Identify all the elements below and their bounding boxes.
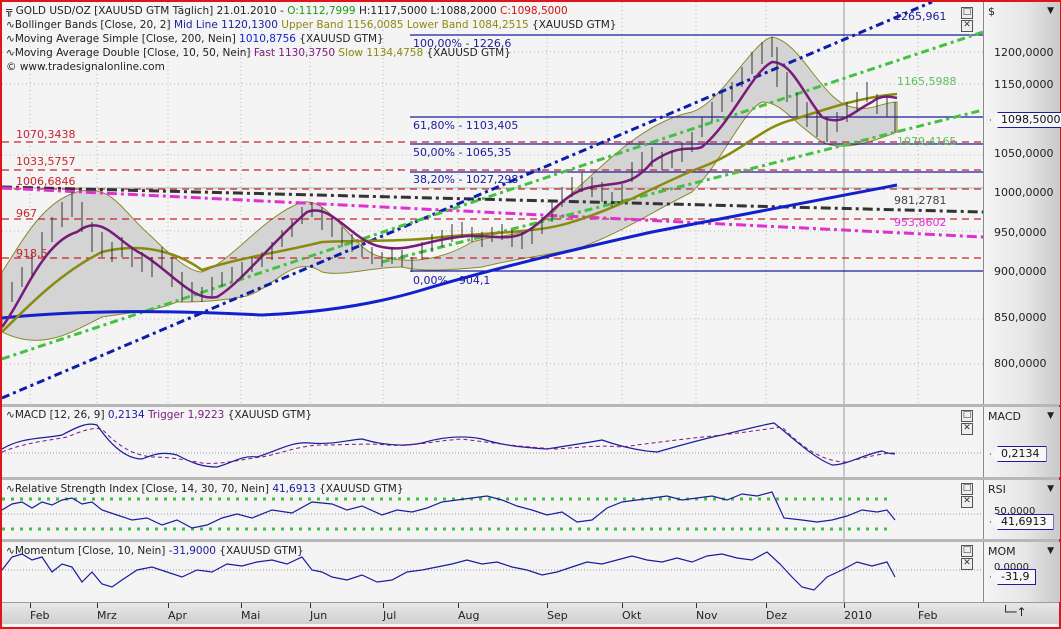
month-label: Dez — [766, 603, 788, 622]
dropdown-arrow-icon[interactable]: ▼ — [1047, 484, 1054, 494]
copyright: © www.tradesignalonline.com — [6, 61, 165, 73]
fib-50-label: 50,00% - 1065,35 — [413, 146, 512, 159]
price-tick: 1000,0000 — [994, 186, 1054, 199]
level-1033-label: 1033,5757 — [16, 155, 76, 168]
indicator-wave-icon: ∿ — [6, 47, 15, 59]
magenta-trend-label: 953,8602 — [894, 216, 947, 229]
candle-icon: ╦ — [6, 5, 16, 17]
pane-separator[interactable] — [2, 477, 1059, 480]
channel-top-label: 1265,961 — [894, 10, 947, 23]
scale-corner-icon[interactable]: └─↑ — [1002, 605, 1027, 619]
price-tick: 850,0000 — [994, 311, 1047, 324]
month-label: Okt — [622, 603, 642, 622]
month-label: Mai — [241, 603, 261, 622]
dma-legend[interactable]: ∿Moving Average Double [Close, 10, 50, N… — [6, 47, 511, 59]
rsi-axis-title: RSI — [988, 483, 1006, 496]
level-1070-label: 1070,3438 — [16, 128, 76, 141]
maximize-icon[interactable]: □ — [961, 7, 973, 19]
currency-label: $ — [988, 5, 995, 18]
momentum-axis[interactable]: MOM ▼ 0,0000 -31,9 — [983, 542, 1060, 602]
green-lower-label: 1079,4165 — [897, 135, 957, 148]
bollinger-legend[interactable]: ∿Bollinger Bands [Close, 20, 2] Mid Line… — [6, 19, 617, 31]
maximize-icon[interactable]: □ — [961, 410, 973, 422]
momentum-axis-title: MOM — [988, 545, 1016, 558]
month-label: Mrz — [97, 603, 117, 622]
pane-controls: □✕ — [960, 6, 983, 32]
indicator-wave-icon: ∿ — [6, 19, 15, 31]
macd-axis-title: MACD — [988, 410, 1021, 423]
dropdown-arrow-icon[interactable]: ▼ — [1047, 546, 1054, 556]
close-icon[interactable]: ✕ — [961, 496, 973, 508]
green-upper-label: 1165,5988 — [897, 75, 957, 88]
maximize-icon[interactable]: □ — [961, 545, 973, 557]
macd-plot — [2, 407, 983, 477]
price-tick: 1200,0000 — [994, 46, 1054, 59]
symbol-line[interactable]: ╦ GOLD USD/OZ [XAUUSD GTM Täglich] 21.01… — [6, 5, 568, 17]
price-tick: 1150,0000 — [994, 78, 1054, 91]
month-label: Nov — [696, 603, 718, 622]
maximize-icon[interactable]: □ — [961, 483, 973, 495]
close-icon[interactable]: ✕ — [961, 20, 973, 32]
momentum-pane[interactable]: ∿Momentum [Close, 10, Nein] -31,9000 {XA… — [2, 542, 983, 602]
pane-controls: □✕ — [960, 544, 983, 570]
rsi-plot — [2, 480, 983, 539]
month-label: Jul — [383, 603, 397, 622]
month-label: Apr — [168, 603, 188, 622]
price-plot — [2, 2, 983, 405]
close-icon[interactable]: ✕ — [961, 423, 973, 435]
momentum-legend[interactable]: ∿Momentum [Close, 10, Nein] -31,9000 {XA… — [6, 545, 304, 557]
fib-100-label: 100,00% - 1226,6 — [413, 37, 512, 50]
dropdown-arrow-icon[interactable]: ▼ — [1047, 6, 1054, 16]
macd-value-tag: 0,2134 — [990, 446, 1047, 462]
level-918-label: 918,5 — [16, 247, 48, 260]
momentum-plot — [2, 542, 983, 602]
price-axis[interactable]: $ ▼ 1200,0000 1150,0000 1098,5000 1050,0… — [983, 2, 1061, 405]
rsi-legend[interactable]: ∿Relative Strength Index [Close, 14, 30,… — [6, 483, 404, 495]
indicator-wave-icon: ∿ — [6, 483, 15, 495]
month-label: Feb — [918, 603, 938, 622]
price-tick: 800,0000 — [994, 357, 1047, 370]
close-icon[interactable]: ✕ — [961, 558, 973, 570]
fib-382-label: 38,20% - 1027,298 — [413, 173, 519, 186]
fib-0-label: 0,00% - 904,1 — [413, 274, 491, 287]
price-pane[interactable]: ╦ GOLD USD/OZ [XAUUSD GTM Täglich] 21.01… — [2, 2, 983, 405]
rsi-pane[interactable]: ∿Relative Strength Index [Close, 14, 30,… — [2, 480, 983, 539]
month-label: Jun — [310, 603, 328, 622]
last-price-tag: 1098,5000 — [990, 112, 1061, 128]
macd-axis[interactable]: MACD ▼ 0,2134 — [983, 407, 1060, 477]
sma-legend[interactable]: ∿Moving Average Simple [Close, 200, Nein… — [6, 33, 384, 45]
month-label: Sep — [547, 603, 568, 622]
level-967-label: 967 — [16, 207, 37, 220]
pane-separator[interactable] — [2, 539, 1059, 542]
pane-controls: □✕ — [960, 409, 983, 435]
macd-legend[interactable]: ∿MACD [12, 26, 9] 0,2134 Trigger 1,9223 … — [6, 409, 313, 421]
month-label: Feb — [30, 603, 50, 622]
price-tick: 1050,0000 — [994, 147, 1054, 160]
momentum-mid-tick: 0,0000 — [994, 562, 1029, 573]
fib-618-label: 61,80% - 1103,405 — [413, 119, 519, 132]
indicator-wave-icon: ∿ — [6, 33, 15, 45]
month-label: 2010 — [844, 603, 872, 622]
month-label: Aug — [458, 603, 480, 622]
indicator-wave-icon: ∿ — [6, 409, 15, 421]
dropdown-arrow-icon[interactable]: ▼ — [1047, 411, 1054, 421]
pane-separator[interactable] — [2, 404, 1059, 407]
rsi-axis[interactable]: RSI ▼ 50,0000 41,6913 — [983, 480, 1060, 539]
momentum-value-tag: -31,9 — [990, 569, 1037, 585]
price-tick: 950,0000 — [994, 226, 1047, 239]
level-1006-label: 1006,6846 — [16, 175, 76, 188]
indicator-wave-icon: ∿ — [6, 545, 15, 557]
rsi-mid-tick: 50,0000 — [994, 506, 1036, 517]
rsi-value-tag: 41,6913 — [990, 514, 1054, 530]
macd-pane[interactable]: ∿MACD [12, 26, 9] 0,2134 Trigger 1,9223 … — [2, 407, 983, 477]
time-axis[interactable]: Feb Mrz Apr Mai Jun Jul Aug Sep Okt Nov … — [2, 602, 1059, 624]
price-legend: ╦ GOLD USD/OZ [XAUUSD GTM Täglich] 21.01… — [6, 4, 616, 74]
black-trend-label: 981,2781 — [894, 194, 947, 207]
price-tick: 900,0000 — [994, 265, 1047, 278]
pane-controls: □✕ — [960, 482, 983, 508]
